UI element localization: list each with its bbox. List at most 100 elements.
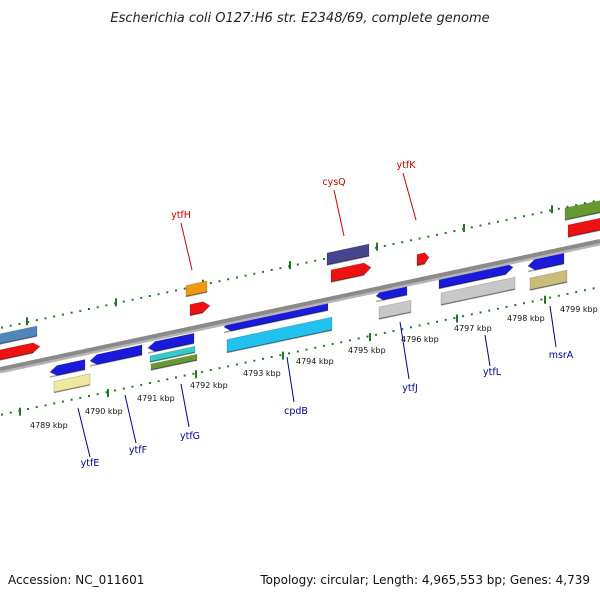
upper-track-dot: [18, 322, 21, 325]
upper-track-dot: [244, 274, 247, 277]
lower-track-dot: [392, 330, 395, 333]
upper-track-dot: [79, 309, 82, 312]
feature-block-ytfG-green: [150, 353, 198, 371]
feature-block-ytfE-lower-shade: [53, 384, 91, 394]
upper-track-dot: [235, 276, 238, 279]
upper-track-dot: [436, 233, 438, 236]
lower-track-dot: [566, 292, 569, 295]
gene-label-cpdB: cpdB: [284, 406, 308, 417]
lower-track-dot: [453, 317, 456, 320]
feature-block-ytfG-teal: [149, 346, 196, 363]
upper-track-dot: [575, 204, 578, 207]
lower-track-dot: [496, 307, 499, 310]
lower-track-dot: [166, 378, 169, 381]
lower-track-dot: [523, 302, 525, 305]
upper-track-dot: [140, 296, 143, 299]
lower-track-dot: [96, 393, 99, 396]
upper-track-dot: [549, 209, 552, 212]
feature-block-ytfL-lower-shade: [440, 288, 516, 306]
feature-block-ytfE: [49, 359, 86, 376]
lower-track-dot: [53, 402, 56, 405]
lower-track-dot: [531, 300, 534, 303]
lower-track-dot: [122, 387, 125, 390]
upper-track-dot: [592, 200, 595, 203]
lower-track-dot: [549, 296, 552, 299]
tick-label: 4797 kbp: [454, 324, 492, 333]
feature-block-cysQ-shade: [326, 255, 370, 266]
lower-track-dot: [505, 305, 508, 308]
lower-track-dot: [201, 370, 204, 373]
lower-track-dot: [175, 376, 177, 379]
upper-track-dot: [61, 313, 64, 316]
lower-track-dot: [114, 389, 117, 392]
genome-summary-text: Topology: circular; Length: 4,965,553 bp…: [260, 573, 590, 587]
upper-track-dot: [227, 278, 230, 281]
callout-line-bottom: [180, 383, 190, 428]
feature-block-ytfH-lower-shade: [189, 311, 204, 317]
lower-track-dot: [514, 304, 517, 307]
upper-track-dot: [296, 263, 299, 266]
lower-track-dot: [227, 365, 230, 368]
lower-track-dot: [296, 350, 299, 353]
upper-track-dot: [175, 289, 177, 292]
lower-track-dot: [88, 395, 90, 397]
callout-line-bottom: [549, 305, 557, 348]
lower-track-dot: [1, 413, 3, 416]
lower-track-dot: [192, 372, 195, 375]
feature-block-ytfK: [416, 252, 430, 266]
lower-track-dot: [444, 318, 447, 321]
feature-block-red-left: [0, 342, 41, 361]
feature-block-ytfJ-lower: [378, 299, 412, 320]
feature-block-ytfL-shade: [438, 273, 507, 290]
gene-label-cysQ: cysQ: [322, 177, 345, 188]
upper-track-dot: [427, 235, 430, 238]
lower-track-dot: [279, 354, 282, 357]
lower-track-dot: [44, 404, 47, 407]
feature-block-ytfH-lower: [189, 301, 211, 316]
lower-track-dot: [357, 337, 360, 340]
feature-block-ytfE-shade: [49, 368, 86, 378]
upper-track-dot: [531, 213, 534, 216]
lower-track-dot: [409, 326, 412, 329]
upper-track-dot: [183, 287, 186, 290]
tick-label: 4796 kbp: [401, 335, 439, 344]
feature-block-ytfJ-lower-shade: [378, 311, 412, 320]
genome-backbone: [0, 239, 600, 371]
tick-label: 4794 kbp: [296, 357, 334, 366]
upper-track-dot: [479, 224, 482, 227]
accession-text: Accession: NC_011601: [8, 573, 145, 587]
lower-track-dot: [479, 311, 482, 314]
gene-label-msrA: msrA: [549, 350, 574, 361]
upper-track-dot: [122, 300, 125, 303]
upper-track-dot: [322, 257, 325, 260]
feature-block-cysQ-lower-shade: [330, 274, 365, 283]
callout-line-bottom: [484, 334, 491, 367]
upper-track-dot: [35, 319, 38, 322]
lower-track-dot: [314, 346, 317, 349]
upper-track-dot: [444, 231, 447, 234]
lower-track-dot: [401, 328, 404, 331]
upper-track-dot: [496, 220, 499, 223]
upper-track-dot: [262, 270, 264, 273]
lower-track-dot: [305, 348, 308, 351]
lower-track-dot: [583, 289, 586, 292]
callout-line-bottom: [286, 356, 295, 403]
lower-track-dot: [488, 309, 491, 312]
tick-label: 4795 kbp: [348, 346, 386, 355]
feature-block-cysQ: [326, 243, 370, 266]
feature-block-blue-left: [0, 325, 38, 345]
upper-track-dot: [418, 237, 421, 240]
lower-track-dot: [427, 322, 430, 325]
upper-track-dot: [44, 317, 47, 320]
callout-line-top: [333, 189, 345, 237]
lower-track-dot: [131, 385, 134, 388]
lower-track-dot: [140, 383, 143, 386]
upper-track-dot: [514, 217, 517, 220]
lower-track-dot: [157, 380, 160, 383]
lower-track-dot: [183, 374, 186, 377]
upper-track-dot: [523, 215, 525, 218]
lower-track-dot: [418, 324, 421, 327]
upper-track-dot: [157, 293, 160, 296]
lower-track-dot: [35, 406, 38, 409]
